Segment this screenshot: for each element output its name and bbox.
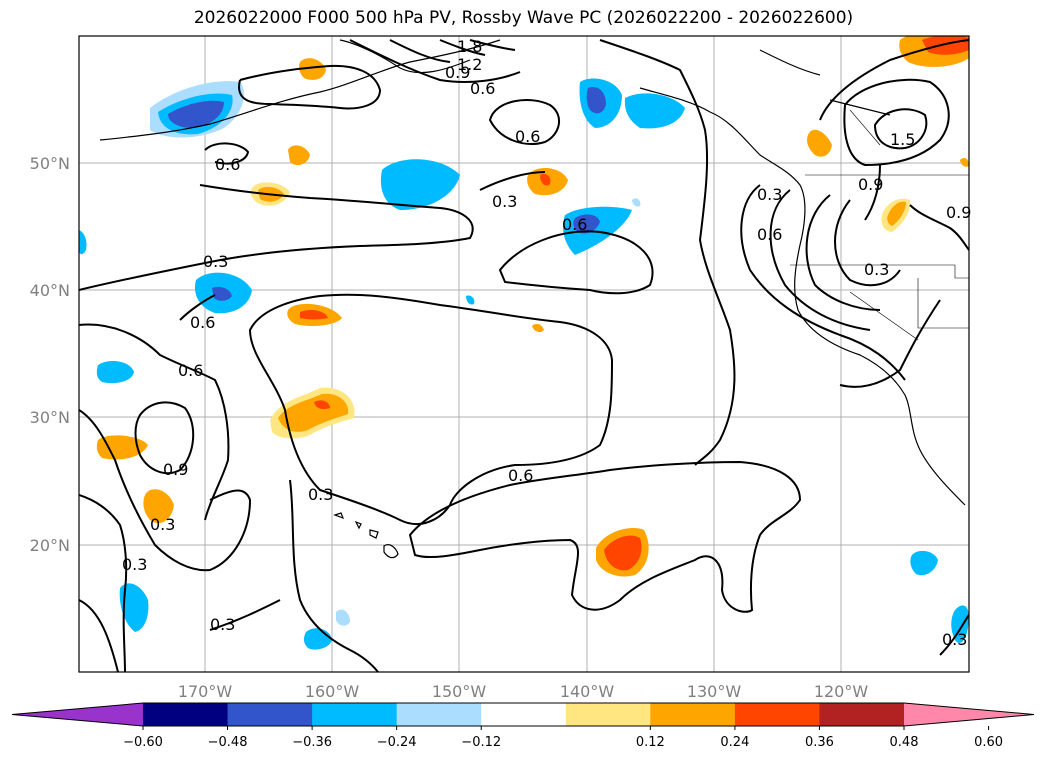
colorbar-segment	[312, 703, 398, 726]
contour-label: 0.6	[178, 361, 203, 380]
contour-label: 0.6	[562, 215, 587, 234]
colorbar-extend-high	[904, 703, 1034, 726]
map-title: 2026022000 F000 500 hPa PV, Rossby Wave …	[193, 8, 854, 28]
colorbar-extend-low	[12, 703, 143, 726]
contour-label: 0.3	[757, 185, 782, 204]
contour-label: 0.3	[864, 260, 889, 279]
map-panel	[78, 35, 970, 673]
contour-label: 0.3	[308, 485, 333, 504]
map-frame	[78, 35, 970, 673]
contour-label: 1.8	[457, 37, 482, 56]
colorbar-tick-label: 0.60	[974, 735, 1003, 750]
lat-label: 30°N	[30, 408, 70, 427]
colorbar-segment	[819, 703, 905, 726]
lon-label: 130°W	[687, 682, 742, 701]
colorbar-segment	[227, 703, 313, 726]
lat-label: 40°N	[30, 281, 70, 300]
longitude-labels: 170°W 160°W 150°W 140°W 130°W 120°W	[178, 682, 869, 701]
contour-label: 0.9	[445, 63, 470, 82]
lat-label: 50°N	[30, 154, 70, 173]
contour-label: 0.6	[515, 127, 540, 146]
contour-label: 0.6	[470, 79, 495, 98]
colorbar-segment	[650, 703, 736, 726]
lon-label: 160°W	[305, 682, 360, 701]
contour-labels: 1.8 1.2 0.9 0.6 0.6 0.6 0.3 0.6 0.3 0.6 …	[122, 37, 971, 649]
lon-label: 170°W	[178, 682, 233, 701]
lon-label: 140°W	[560, 682, 615, 701]
coastlines	[99, 39, 966, 506]
contour-label: 0.3	[122, 555, 147, 574]
colorbar-tick-label: 0.12	[636, 735, 665, 750]
latitude-labels: 50°N 40°N 30°N 20°N	[30, 154, 70, 555]
contour-label: 0.3	[150, 515, 175, 534]
lat-label: 20°N	[30, 536, 70, 555]
contour-label: 0.6	[757, 225, 782, 244]
hawaii-islands	[333, 512, 399, 559]
colorbar-tick-label: 0.36	[805, 735, 834, 750]
colorbar-segment	[734, 703, 820, 726]
contour-label: 0.3	[492, 192, 517, 211]
colorbar-tick-label: −0.60	[123, 735, 163, 750]
colorbar-segment	[143, 703, 229, 726]
lon-label: 150°W	[432, 682, 487, 701]
contour-label: 0.3	[942, 630, 967, 649]
contour-label: 0.6	[190, 313, 215, 332]
contour-label: 1.5	[890, 130, 915, 149]
colorbar-tick-label: 0.24	[720, 735, 749, 750]
contour-label: 0.9	[946, 203, 971, 222]
colorbar-tick-label: −0.36	[292, 735, 332, 750]
contour-label: 0.6	[508, 466, 533, 485]
contour-label: 0.9	[163, 460, 188, 479]
pv-contours	[79, 39, 969, 672]
colorbar-tick-label: 0.48	[890, 735, 919, 750]
colorbar-tick-label: −0.12	[461, 735, 501, 750]
colorbar-segment	[565, 703, 651, 726]
contour-label: 0.6	[215, 155, 240, 174]
contour-label: 0.9	[858, 175, 883, 194]
colorbar: −0.60 −0.48 −0.36 −0.24 −0.12 0.12 0.24 0.36 0.4…	[11, 702, 1035, 750]
contour-label: 1.2	[457, 55, 482, 74]
lon-label: 120°W	[814, 682, 869, 701]
colorbar-tick-label: −0.48	[208, 735, 248, 750]
graticule	[79, 36, 969, 672]
contour-label: 0.3	[210, 615, 235, 634]
political-borders	[790, 109, 969, 341]
colorbar-segment	[481, 703, 567, 726]
contour-label: 0.3	[203, 252, 228, 271]
colorbar-segment	[396, 703, 482, 726]
colorbar-tick-label: −0.24	[377, 735, 417, 750]
negative-anomaly-fills	[79, 78, 969, 650]
